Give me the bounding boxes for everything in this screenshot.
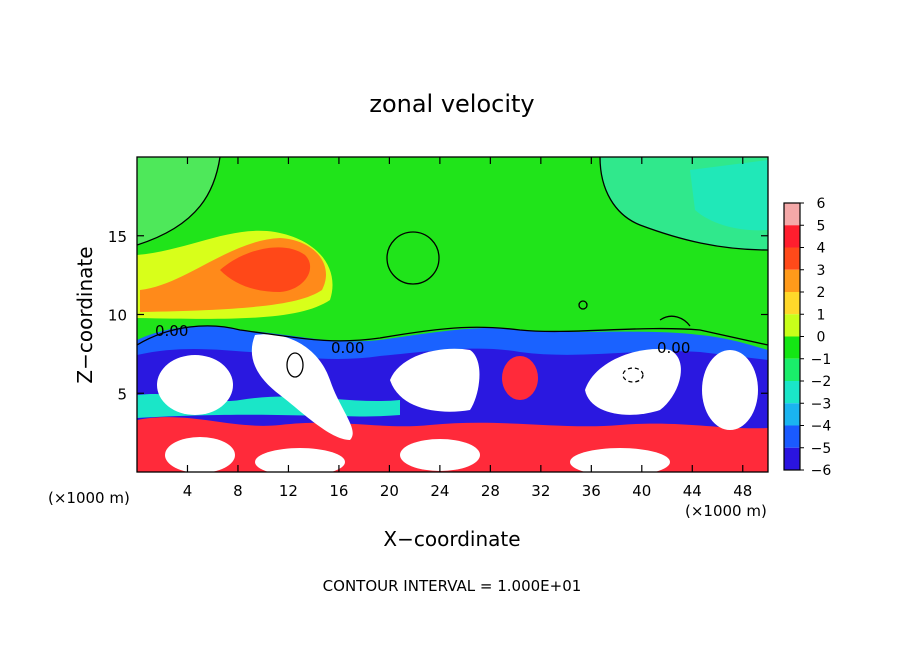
colorbar-label: −5 [811,441,832,457]
field-upper-left-band [137,157,220,245]
colorbar-swatch [784,403,800,426]
colorbar-label: −2 [811,374,832,390]
colorbar-label: −1 [811,352,832,368]
x-tick-label: 44 [683,482,702,500]
y-tick-label: 5 [117,385,127,403]
x-tick-label: 28 [481,482,500,500]
contour-interval-note: CONTOUR INTERVAL = 1.000E+01 [323,577,582,595]
y-tick-label: 10 [108,307,127,325]
colorbar-label: 0 [817,330,826,346]
x-tick-label: 20 [380,482,399,500]
y-axis-label: Z−coordinate [73,246,97,383]
colorbar-swatch [784,225,800,248]
x-tick-label: 24 [430,482,449,500]
core-5 [702,350,758,430]
colorbar-swatch [784,314,800,337]
colorbar-label: −4 [811,419,832,435]
chart-title: zonal velocity [369,90,534,118]
x-tick-label: 32 [531,482,550,500]
contour-label: 0.00 [657,339,690,357]
colorbar-label: 5 [817,218,826,234]
core-1 [157,355,233,415]
x-tick-label: 16 [329,482,348,500]
colorbar-label: 2 [817,285,826,301]
contour-lines [137,157,768,383]
colorbar: 6 5 4 3 2 1 0 −1 −2 −3 −4 −5 −6 [783,196,832,479]
colorbar-swatch [784,381,800,404]
x-axis-label: X−coordinate [383,527,520,551]
x-axis-unit-left: (×1000 m) [48,489,130,507]
core-3 [390,348,480,412]
colorbar-swatch [784,336,800,359]
core-7 [255,448,345,472]
x-axis-unit-right: (×1000 m) [685,502,767,520]
x-tick-label: 48 [733,482,752,500]
field-upper-right-cyan [690,160,768,231]
x-axis: 4 8 12 16 20 24 28 32 36 40 44 48 [183,157,752,500]
field-warm-core [220,247,311,292]
heatmap-field [137,157,768,472]
x-tick-label: 4 [183,482,193,500]
core-4 [585,349,681,415]
core-6 [165,437,235,472]
colorbar-swatch [784,269,800,292]
colorbar-swatch [784,247,800,270]
colorbar-label: 3 [817,263,826,279]
colorbar-label: 1 [817,307,826,323]
colorbar-label: −3 [811,396,832,412]
warm-spot [502,356,538,400]
x-tick-label: 40 [632,482,651,500]
contour-label: 0.00 [155,322,188,340]
colorbar-label: 6 [817,196,826,212]
x-tick-label: 8 [233,482,243,500]
y-tick-label: 15 [108,228,127,246]
core-8 [400,439,480,471]
x-tick-label: 12 [279,482,298,500]
colorbar-swatch [784,425,800,448]
colorbar-swatch [784,203,800,226]
core-2 [251,334,353,440]
colorbar-swatch [784,447,800,470]
colorbar-swatch [784,292,800,315]
y-axis: 5 10 15 [108,228,768,403]
colorbar-label: −6 [811,463,832,479]
colorbar-label: 4 [817,241,826,257]
core-9 [570,448,670,472]
x-tick-label: 36 [582,482,601,500]
colorbar-swatch [784,358,800,381]
contour-label: 0.00 [331,339,364,357]
contour-labels: 0.00 0.00 0.00 [155,322,690,357]
